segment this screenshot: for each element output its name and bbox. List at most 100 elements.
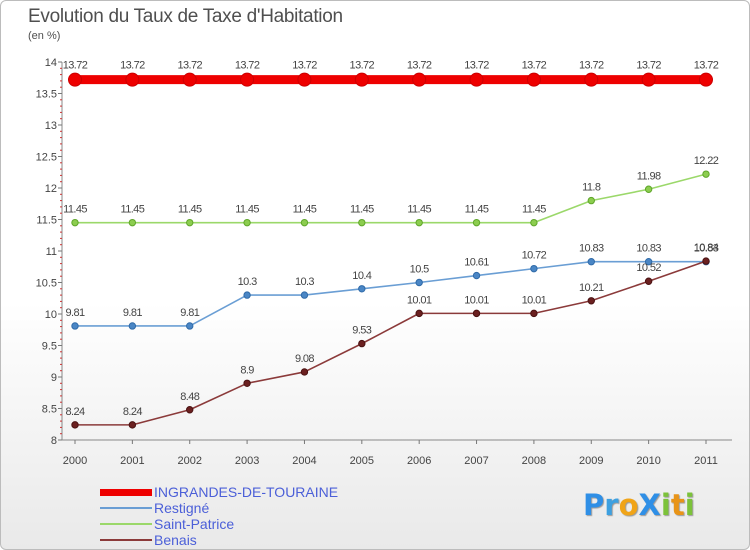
data-point [584,72,599,87]
logo-letter: t [670,488,685,522]
x-tick-label: 2002 [177,455,201,467]
data-label: 11.45 [235,204,259,216]
data-label: 10.4 [352,270,371,282]
legend-swatch [100,489,152,496]
data-label: 13.72 [235,60,260,72]
data-label: 8.24 [65,406,84,418]
data-point [128,322,137,330]
data-label: 11.45 [465,204,489,216]
data-point [587,258,595,266]
y-tick-label: 8.5 [42,404,57,416]
data-point [644,258,653,266]
legend-swatch [100,523,152,525]
data-point [530,309,538,318]
y-tick-label: 13.5 [36,89,57,101]
legend: INGRANDES-DE-TOURAINE Restigné Saint-Pat… [100,484,420,548]
y-tick-label: 12.5 [36,152,57,164]
data-point [300,368,309,376]
data-label: 9.53 [352,325,371,337]
data-label: 9.08 [295,353,314,365]
data-point [358,218,366,227]
x-tick-label: 2007 [464,455,488,467]
x-tick-label: 2001 [120,455,144,467]
data-point [300,291,309,299]
data-point [472,309,481,318]
data-label: 9.81 [123,307,142,319]
chart-subtitle: (en %) [28,30,61,42]
data-point [587,196,595,205]
y-tick-label: 10.5 [36,278,57,290]
legend-label: Saint-Patrice [154,516,235,532]
data-point [530,218,538,227]
data-label: 10.21 [579,282,604,294]
y-tick-label: 11 [46,246,57,258]
data-point [644,277,653,285]
data-label: 10.83 [694,243,719,255]
data-label: 8.48 [180,391,199,403]
y-tick-label: 8 [51,435,57,447]
logo-letter: r [604,488,619,522]
logo-letter: i [660,488,671,522]
data-point [300,218,309,227]
logo-letter: X [638,488,661,522]
y-tick-label: 9.5 [42,341,57,353]
data-label: 13.72 [522,60,547,72]
data-point [469,72,484,87]
data-label: 11.45 [121,204,145,216]
data-point [240,72,255,87]
data-label: 12.22 [694,155,719,167]
data-label: 13.72 [407,60,432,72]
data-label: 8.24 [123,406,142,418]
data-point [68,72,82,87]
series-line [74,260,707,426]
y-tick-label: 11.5 [36,215,57,227]
x-tick-label: 2006 [407,455,431,467]
data-label: 11.45 [350,204,374,216]
data-point [587,297,595,305]
data-label: 11.45 [63,204,87,216]
data-point [412,72,427,87]
data-label: 10.3 [295,276,314,288]
data-point [354,72,369,87]
data-point [125,72,140,87]
data-label: 10.01 [407,294,432,306]
legend-item: Saint-Patrice [100,516,420,532]
data-label: 10.01 [464,294,489,306]
x-tick-label: 2010 [636,455,660,467]
x-tick-label: 2009 [579,455,603,467]
x-tick-label: 2005 [350,455,374,467]
y-tick-label: 12 [45,183,57,195]
data-label: 8.9 [240,364,254,376]
data-label: 10.61 [464,257,489,269]
data-label: 13.72 [464,60,489,72]
data-point [641,72,656,87]
data-point [358,339,366,348]
x-tick-label: 2008 [522,455,546,467]
legend-label: Benais [154,532,197,548]
data-point [358,285,366,293]
data-label: 9.81 [65,307,84,319]
logo-letter: P [583,488,605,522]
data-point [702,170,710,178]
data-point [415,278,423,287]
data-label: 10.01 [522,294,547,306]
data-point [71,322,79,330]
x-tick-label: 2000 [63,455,87,467]
legend-swatch [100,507,152,509]
y-tick-label: 9 [51,372,57,384]
data-label: 10.83 [579,243,604,255]
data-point [243,218,251,227]
data-point [472,271,481,280]
data-point [702,257,710,265]
legend-label: INGRANDES-DE-TOURAINE [154,484,339,500]
data-point [243,291,251,299]
series-line [74,173,707,224]
logo-letter: o [618,488,639,522]
data-label: 13.72 [694,60,719,72]
data-label: 11.45 [522,204,546,216]
legend-item: Benais [100,532,420,548]
data-point [186,406,194,414]
data-label: 13.72 [120,60,145,72]
y-tick-label: 14 [45,57,57,69]
